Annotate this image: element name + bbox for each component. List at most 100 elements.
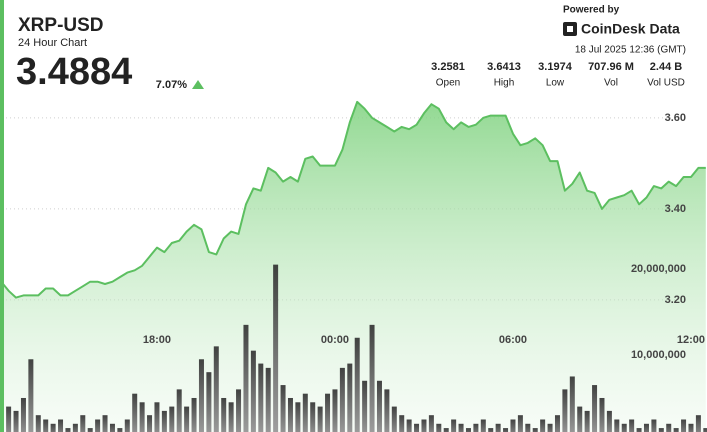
- logo-icon-inner: [567, 26, 573, 32]
- volume-bar: [436, 423, 442, 432]
- volume-bar: [629, 419, 635, 432]
- stat-value: 2.44 B: [650, 61, 682, 73]
- volume-bar: [87, 428, 93, 432]
- volume-bar: [161, 410, 167, 432]
- volume-bar: [384, 389, 390, 432]
- volume-bar: [480, 419, 486, 432]
- volume-bar: [451, 419, 457, 432]
- volume-bar: [221, 397, 227, 432]
- volume-bar: [132, 393, 138, 432]
- volume-bar: [369, 324, 375, 432]
- volume-bar: [109, 423, 115, 432]
- y2-tick-label: 10,000,000: [631, 349, 686, 361]
- volume-bar: [406, 419, 412, 432]
- x-tick-label: 12:00: [677, 334, 705, 346]
- volume-bar: [666, 423, 672, 432]
- change: 7.07%: [156, 79, 187, 91]
- volume-bar: [295, 402, 301, 432]
- volume-bar: [399, 415, 405, 432]
- x-tick-label: 18:00: [143, 334, 171, 346]
- volume-bar: [20, 397, 26, 432]
- volume-bar: [139, 402, 145, 432]
- x-tick-label: 00:00: [321, 334, 349, 346]
- volume-bar: [643, 423, 649, 432]
- volume-bar: [228, 402, 234, 432]
- volume-bar: [540, 419, 546, 432]
- volume-bar: [117, 428, 123, 432]
- volume-bar: [362, 380, 368, 432]
- volume-bar: [688, 423, 694, 432]
- volume-bar: [6, 406, 12, 432]
- volume-bar: [458, 423, 464, 432]
- powered-by: Powered by: [563, 5, 620, 16]
- volume-bar: [421, 419, 427, 432]
- volume-bar: [569, 376, 575, 432]
- volume-bar: [562, 389, 568, 432]
- brand: CoinDesk Data: [581, 21, 680, 37]
- volume-bar: [176, 389, 182, 432]
- stat-value: 707.96 M: [588, 61, 634, 73]
- volume-bar: [532, 428, 538, 432]
- volume-bar: [154, 402, 160, 432]
- accent-border: [0, 0, 4, 432]
- volume-bar: [317, 406, 323, 432]
- volume-bar: [428, 415, 434, 432]
- plot: 3.20 3.40 3.60 10,000,000 20,000,000 18:00 00:…: [0, 100, 707, 432]
- volume-bar: [95, 419, 101, 432]
- volume-bar: [517, 415, 523, 432]
- price-line: [0, 100, 706, 299]
- volume-bar: [236, 389, 242, 432]
- volume-bar: [503, 428, 509, 432]
- volume-bar: [198, 359, 204, 432]
- x-tick-label: 06:00: [499, 334, 527, 346]
- volume-bar: [658, 428, 664, 432]
- volume-bar: [325, 393, 331, 432]
- volume-bar: [354, 337, 360, 432]
- volume-bar: [258, 363, 264, 432]
- volume-bar: [13, 410, 19, 432]
- volume-bar: [510, 419, 516, 432]
- stat-label: Vol USD: [647, 78, 685, 89]
- stat-label: Vol: [604, 78, 618, 89]
- price-area: [1, 101, 706, 432]
- y-tick-label: 3.40: [665, 203, 686, 215]
- volume-bar: [310, 402, 316, 432]
- price: 3.4884: [16, 51, 132, 93]
- volume-bar: [50, 423, 56, 432]
- y-tick-label: 3.60: [665, 112, 686, 124]
- volume-bar: [35, 415, 41, 432]
- timestamp: 18 Jul 2025 12:36 (GMT): [575, 45, 686, 56]
- volume-bar: [414, 423, 420, 432]
- volume-bar: [554, 415, 560, 432]
- volume-bar: [599, 397, 605, 432]
- volume-bar: [72, 423, 78, 432]
- volume-bar: [191, 397, 197, 432]
- volume-bar: [213, 346, 219, 432]
- volume-bar: [124, 419, 130, 432]
- volume-bar: [28, 359, 34, 432]
- volume-bar: [147, 415, 153, 432]
- volume-bar: [250, 350, 256, 432]
- volume-bar: [287, 397, 293, 432]
- volume-bar: [169, 406, 175, 432]
- y2-tick-label: 20,000,000: [631, 263, 686, 275]
- volume-bar: [592, 385, 598, 432]
- volume-bar: [577, 406, 583, 432]
- volume-bar: [206, 372, 212, 432]
- volume-bar: [339, 367, 345, 432]
- stat-label: Open: [436, 78, 460, 89]
- volume-bar: [488, 428, 494, 432]
- volume-bar: [465, 428, 471, 432]
- volume-bar: [273, 264, 279, 432]
- volume-bar: [703, 428, 707, 432]
- volume-bar: [302, 393, 308, 432]
- volume-bar: [65, 428, 71, 432]
- volume-bar: [43, 419, 49, 432]
- volume-bar: [347, 363, 353, 432]
- subtitle: 24 Hour Chart: [18, 37, 87, 49]
- volume-bar: [243, 324, 249, 432]
- volume-bar: [102, 415, 108, 432]
- volume-bar: [376, 380, 382, 432]
